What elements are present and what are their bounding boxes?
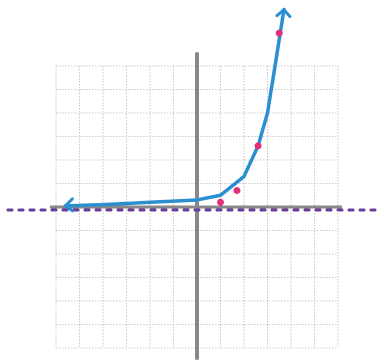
graph <box>0 0 384 362</box>
point <box>276 30 283 37</box>
point <box>233 187 240 194</box>
point <box>217 199 224 206</box>
paper <box>0 0 384 362</box>
point <box>255 142 262 149</box>
